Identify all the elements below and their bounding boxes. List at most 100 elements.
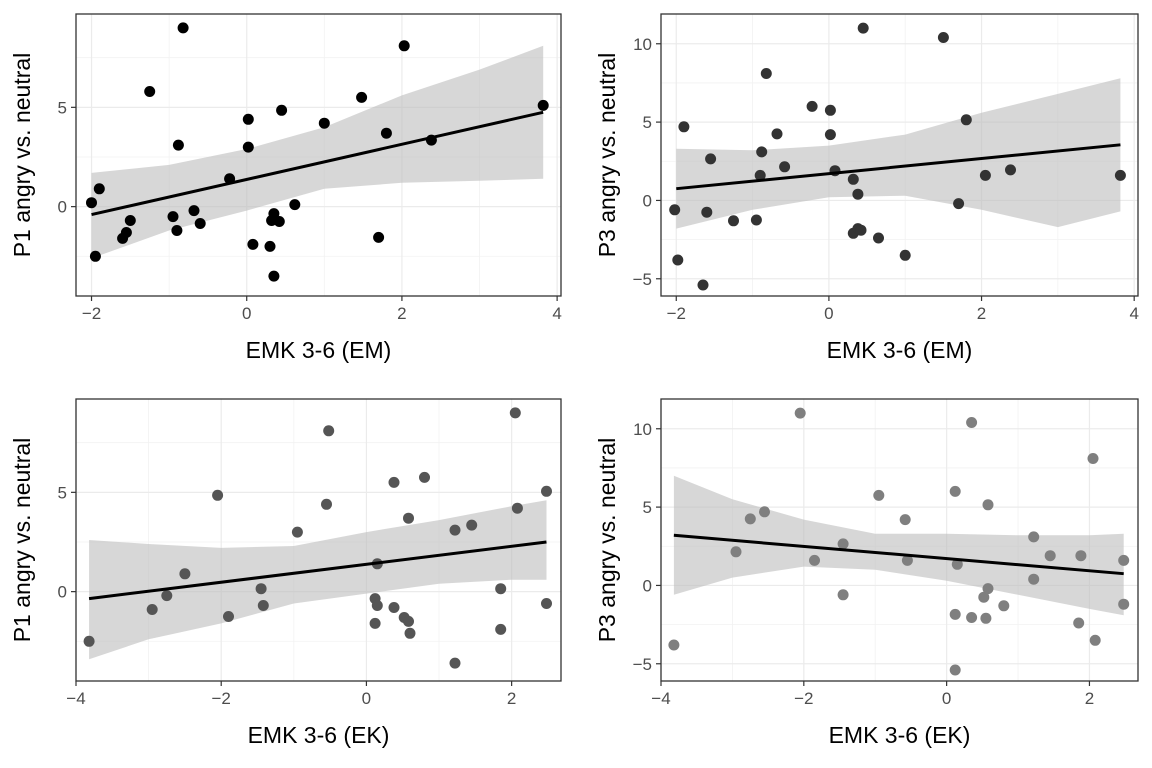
data-point — [172, 139, 184, 151]
data-point — [855, 224, 867, 236]
data-point — [1005, 164, 1016, 176]
y-axis-title: P3 angry vs. neutral — [594, 53, 620, 258]
y-tick-label: 10 — [633, 35, 652, 54]
data-point — [449, 657, 461, 669]
x-tick-label: 0 — [242, 304, 251, 323]
data-point — [380, 127, 392, 139]
panel-border — [660, 13, 1139, 297]
data-point — [705, 153, 717, 165]
data-point — [404, 627, 416, 639]
data-point — [356, 91, 368, 103]
data-point — [264, 240, 276, 252]
data-point — [146, 604, 158, 615]
data-point — [668, 639, 680, 651]
data-point — [509, 407, 521, 419]
regression-line — [673, 533, 1124, 576]
data-point — [806, 100, 818, 112]
x-tick-label: −2 — [667, 304, 686, 323]
regression-line — [676, 143, 1121, 191]
y-tick-label: 0 — [58, 198, 67, 217]
data-point — [371, 600, 383, 611]
panel-border — [75, 398, 562, 682]
x-tick-label: −4 — [651, 689, 670, 708]
data-point — [247, 238, 259, 250]
data-point — [466, 519, 478, 531]
y-tick-label: 5 — [643, 498, 652, 517]
data-point — [1028, 573, 1040, 585]
data-point — [388, 476, 400, 488]
data-point — [511, 502, 523, 514]
y-tick-label: 0 — [58, 583, 67, 602]
panel-border — [660, 398, 1139, 682]
data-point — [759, 506, 770, 518]
data-point — [1089, 634, 1101, 646]
data-point — [369, 617, 381, 629]
data-point — [949, 608, 961, 620]
data-point — [824, 104, 836, 116]
data-point — [978, 591, 990, 603]
y-axis-title: P1 angry vs. neutral — [9, 438, 35, 643]
data-point — [171, 225, 183, 236]
regression-line — [88, 540, 547, 601]
data-point — [161, 590, 173, 602]
data-point — [672, 254, 684, 266]
data-point — [1028, 531, 1040, 543]
data-point — [873, 232, 884, 244]
data-point — [1044, 550, 1056, 562]
y-tick-label: 5 — [58, 483, 67, 502]
data-point — [744, 513, 756, 525]
data-point — [760, 68, 772, 79]
data-point — [212, 489, 224, 501]
data-point — [144, 86, 156, 97]
y-axis-title: P1 angry vs. neutral — [9, 53, 35, 258]
data-point — [960, 114, 972, 126]
x-tick-label: 4 — [552, 304, 561, 323]
data-point — [268, 270, 280, 282]
confidence-band — [89, 500, 547, 660]
data-point — [541, 485, 552, 497]
confidence-band — [676, 78, 1121, 229]
data-point — [837, 538, 849, 550]
data-point — [289, 199, 301, 211]
data-point — [403, 512, 414, 524]
data-point — [728, 215, 739, 227]
panel-p3-em: −2 0 2 4 −5 0 5 10 EMK 3-6 (EM) P3 angry vs. neut… — [594, 13, 1139, 363]
data-point — [388, 602, 400, 613]
data-point — [255, 583, 267, 595]
x-tick-label: −2 — [794, 689, 813, 708]
data-point — [257, 600, 269, 611]
data-point — [837, 589, 849, 601]
data-point — [321, 498, 332, 510]
y-tick-label: 0 — [643, 191, 652, 210]
panel-border — [75, 13, 562, 297]
data-point — [953, 198, 965, 210]
data-point — [771, 128, 783, 140]
data-point — [847, 173, 859, 185]
panel-p1-em: −2 0 2 4 0 5 EMK 3-6 (EM) P1 angry vs. neutral — [9, 13, 562, 363]
data-point — [268, 208, 280, 220]
data-point — [93, 183, 105, 195]
data-point — [318, 117, 330, 129]
data-point — [179, 568, 191, 580]
data-point — [857, 22, 869, 34]
data-point — [291, 526, 303, 538]
data-point — [982, 583, 994, 595]
x-axis-title: EMK 3-6 (EM) — [246, 337, 392, 363]
y-tick-label: 10 — [633, 420, 652, 439]
data-point — [419, 471, 430, 483]
x-tick-label: 0 — [362, 689, 371, 708]
data-point — [809, 554, 820, 566]
data-point — [678, 121, 690, 133]
data-point — [824, 129, 836, 141]
data-point — [86, 197, 97, 209]
data-point — [124, 215, 136, 226]
x-tick-label: 2 — [507, 689, 516, 708]
data-point — [899, 514, 911, 526]
data-point — [398, 40, 410, 52]
x-tick-label: −2 — [82, 304, 101, 323]
data-point — [949, 664, 961, 676]
data-point — [873, 489, 885, 501]
data-point — [669, 204, 681, 216]
y-tick-label: −5 — [633, 655, 652, 674]
y-axis-title: P3 angry vs. neutral — [594, 438, 620, 643]
